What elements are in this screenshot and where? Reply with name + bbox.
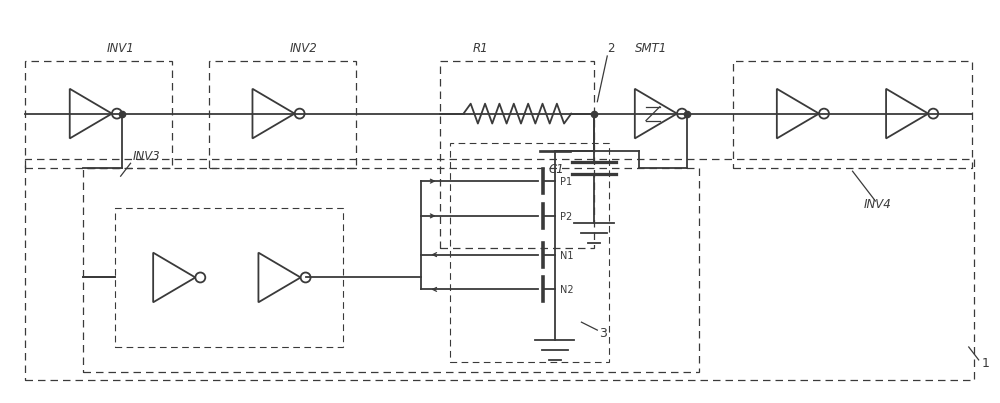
Text: INV1: INV1 [107,42,135,55]
Text: INV3: INV3 [133,150,160,163]
Text: INV2: INV2 [289,42,317,55]
Bar [440,61,594,248]
Bar [25,61,172,168]
Bar [209,61,356,168]
Bar [25,159,974,380]
Text: SMT1: SMT1 [635,42,667,55]
Text: 1: 1 [982,357,990,370]
Text: N1: N1 [560,251,573,261]
Text: N2: N2 [560,285,573,295]
Text: R1: R1 [472,42,488,55]
Bar [115,208,343,347]
Bar [83,168,699,372]
Text: C1: C1 [549,163,564,176]
Text: 2: 2 [607,42,615,55]
Text: P1: P1 [560,177,572,187]
Text: INV4: INV4 [864,198,891,211]
Text: 3: 3 [599,327,607,340]
Text: P2: P2 [560,212,572,222]
Bar [450,143,609,362]
Bar [733,61,972,168]
